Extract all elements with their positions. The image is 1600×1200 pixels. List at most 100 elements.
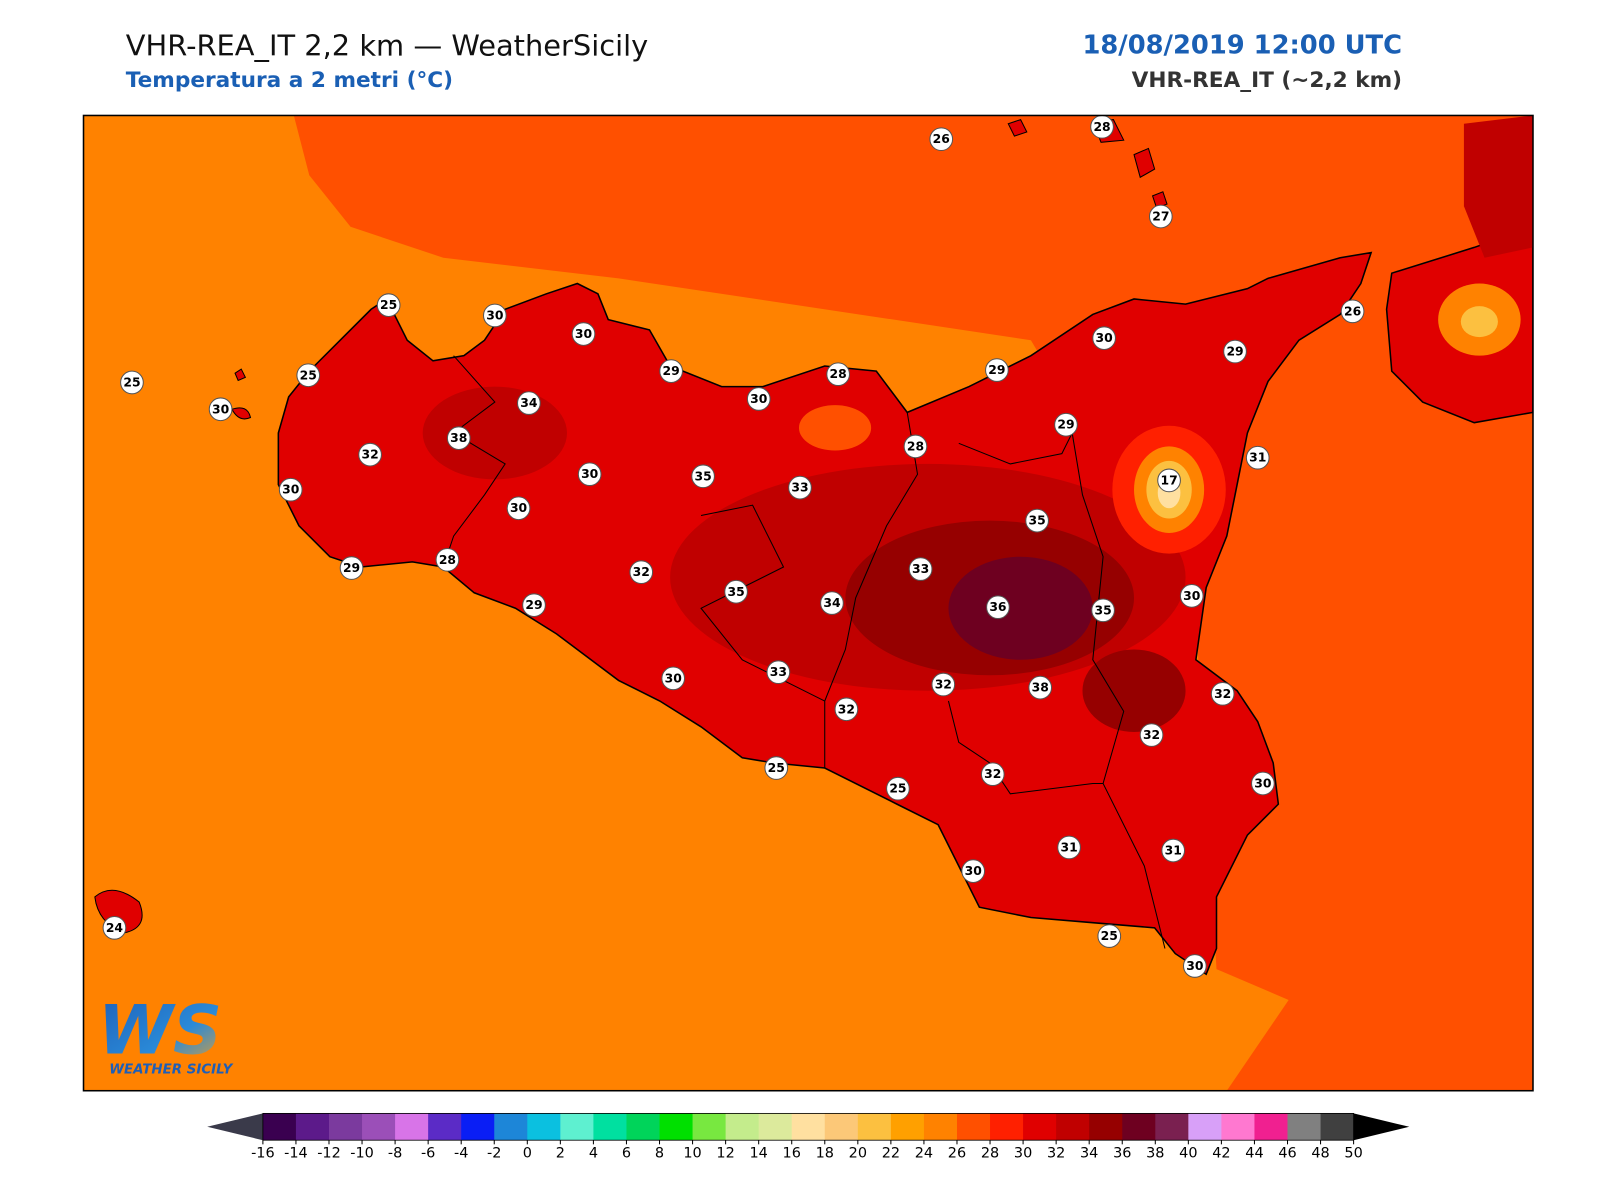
- colorbar-tick-label: 26: [948, 1146, 966, 1162]
- province-border: [1071, 432, 1166, 949]
- colorbar-bin: [362, 1113, 396, 1141]
- station: 30: [208, 397, 233, 422]
- station: 30: [1182, 954, 1207, 978]
- colorbar-tick-label: -2: [487, 1146, 501, 1162]
- station-marker: [985, 358, 1009, 382]
- colorbar-extend-low: [207, 1113, 263, 1141]
- colorbar-tick-label: 8: [655, 1146, 664, 1162]
- station-marker: [886, 776, 910, 801]
- station-value: 29: [988, 363, 1005, 377]
- heat-core: [948, 556, 1093, 660]
- colorbar-bin: [262, 1113, 297, 1141]
- station-marker: [903, 434, 928, 459]
- station-value: 38: [1032, 681, 1049, 695]
- pantelleria: [94, 889, 143, 934]
- station: 31: [1161, 838, 1186, 863]
- station-value: 30: [581, 467, 599, 481]
- stations: 26 28 27 25 30 30 26 30 29 25 25 29 28 29 30 30 34 29 38 32…: [102, 115, 1365, 978]
- aeolian: [1007, 118, 1168, 209]
- station: 34: [820, 591, 844, 615]
- calabria-cool: [1460, 306, 1498, 338]
- station-marker: [724, 579, 748, 604]
- colorbar-bin: [890, 1113, 925, 1141]
- colorbar-tick-label: 20: [849, 1146, 867, 1162]
- station: 26: [929, 127, 954, 152]
- station-value: 25: [889, 782, 906, 796]
- subtitle: Temperatura a 2 metri (°C): [126, 68, 453, 93]
- station-value: 24: [106, 921, 124, 935]
- station: 25: [886, 776, 910, 801]
- colorbar-bin: [295, 1113, 330, 1141]
- station-marker: [961, 859, 986, 883]
- station: 31: [1245, 445, 1270, 470]
- colorbar-tick-label: 4: [589, 1146, 598, 1162]
- colorbar-frame: [262, 1112, 1355, 1141]
- station: 29: [1054, 412, 1078, 437]
- colorbar-tick-label: 18: [816, 1146, 834, 1162]
- station-value: 32: [838, 702, 855, 716]
- colorbar-bin: [1254, 1113, 1289, 1141]
- station-marker: [746, 387, 771, 411]
- station-marker: [1210, 681, 1235, 706]
- station-value: 32: [1143, 728, 1160, 742]
- station-marker: [820, 591, 844, 615]
- colorbar-bin: [428, 1113, 462, 1141]
- station-marker: [931, 672, 956, 697]
- colorbar-tick-label: 22: [882, 1146, 900, 1162]
- province-border: [958, 432, 1073, 465]
- station: 35: [691, 464, 715, 489]
- station-marker: [1090, 115, 1114, 139]
- station-value: 25: [768, 761, 785, 775]
- station-marker: [1251, 771, 1275, 796]
- colorbar-bin: [659, 1113, 694, 1141]
- colorbar-bin: [626, 1113, 661, 1141]
- station: 25: [1097, 924, 1122, 948]
- station-marker: [661, 666, 686, 691]
- station-marker: [482, 303, 507, 328]
- station-marker: [1179, 584, 1204, 608]
- colorbar-bin: [824, 1113, 859, 1141]
- station: 33: [908, 557, 933, 581]
- station-marker: [571, 322, 596, 346]
- station-value: 30: [750, 392, 768, 406]
- station: 35: [1091, 598, 1115, 623]
- station: 32: [1139, 723, 1164, 747]
- colorbar-bin: [1287, 1113, 1322, 1141]
- station-value: 30: [1186, 959, 1204, 973]
- station: 29: [659, 359, 683, 383]
- station-marker: [296, 363, 321, 388]
- station: 28: [435, 547, 460, 572]
- colorbar-bin: [1023, 1113, 1057, 1141]
- station-marker: [102, 915, 127, 940]
- colorbar-tick-label: 42: [1212, 1146, 1230, 1162]
- colorbar-bin: [758, 1113, 793, 1141]
- station-value: 30: [486, 308, 504, 322]
- station: 38: [446, 426, 471, 450]
- heat-core: [1082, 649, 1186, 732]
- station-value: 32: [984, 767, 1001, 781]
- station-value: 26: [1344, 304, 1361, 318]
- station: 30: [506, 496, 531, 521]
- colorbar-tick-label: -16: [251, 1146, 275, 1162]
- station-value: 28: [907, 439, 924, 453]
- station: 31: [1057, 835, 1081, 860]
- station: 30: [278, 477, 303, 502]
- station-marker: [659, 359, 683, 383]
- station-value: 31: [1060, 840, 1077, 854]
- colorbar-bin: [494, 1113, 528, 1141]
- colorbar-tick-label: -6: [421, 1146, 435, 1162]
- calabria-north: [1463, 115, 1533, 258]
- station: 30: [577, 462, 602, 487]
- station-marker: [376, 293, 401, 318]
- station-value: 17: [1160, 473, 1177, 487]
- colorbar-tick-label: 28: [981, 1146, 999, 1162]
- colorbar-tick-label: 0: [523, 1146, 532, 1162]
- map-frame: [82, 114, 1534, 1092]
- station-marker: [339, 556, 364, 580]
- station: 32: [980, 762, 1005, 787]
- station-value: 30: [510, 501, 528, 515]
- station-marker: [1245, 445, 1270, 470]
- station-marker: [691, 464, 715, 489]
